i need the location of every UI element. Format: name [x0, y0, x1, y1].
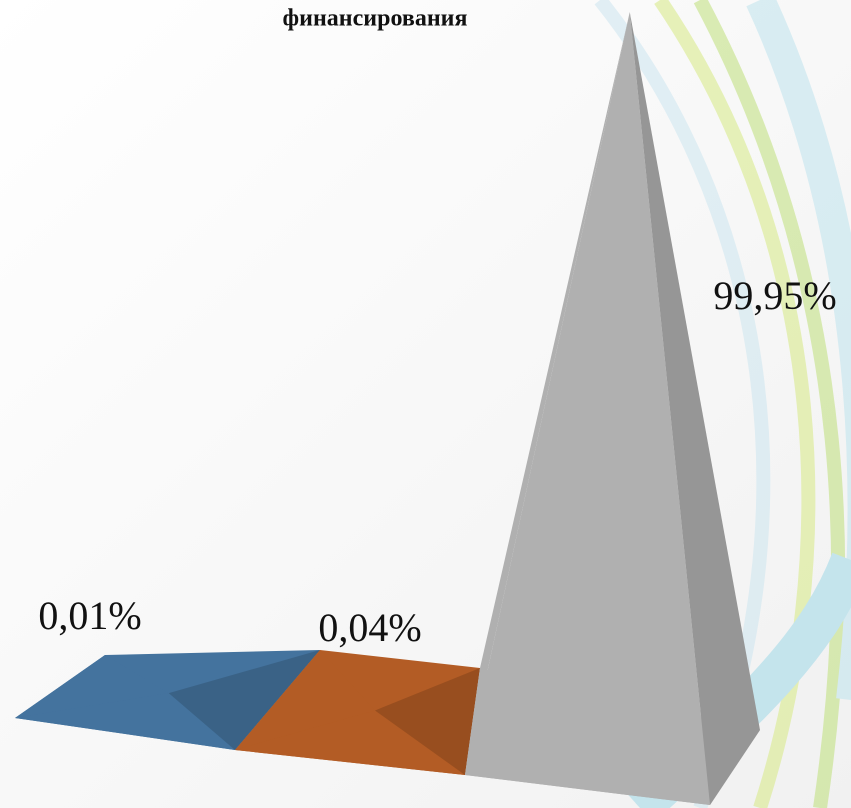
pyramid-right-face	[375, 668, 480, 775]
chart-title: финансирования	[283, 6, 468, 32]
data-label: 0,01%	[38, 593, 141, 638]
pyramid-right-face	[629, 12, 760, 805]
pyramid-front-face	[465, 12, 710, 805]
pyramid-right-face	[168, 650, 320, 750]
pyramid-front-face	[235, 710, 465, 775]
data-label: 0,04%	[318, 605, 421, 650]
plot: 0,01% 0,04% 99,95%	[15, 12, 837, 805]
pyramid-left-face	[15, 655, 169, 718]
pyramid-left-face	[235, 650, 376, 750]
pyramid-front-face	[15, 693, 235, 750]
data-label: 99,95%	[713, 273, 836, 318]
